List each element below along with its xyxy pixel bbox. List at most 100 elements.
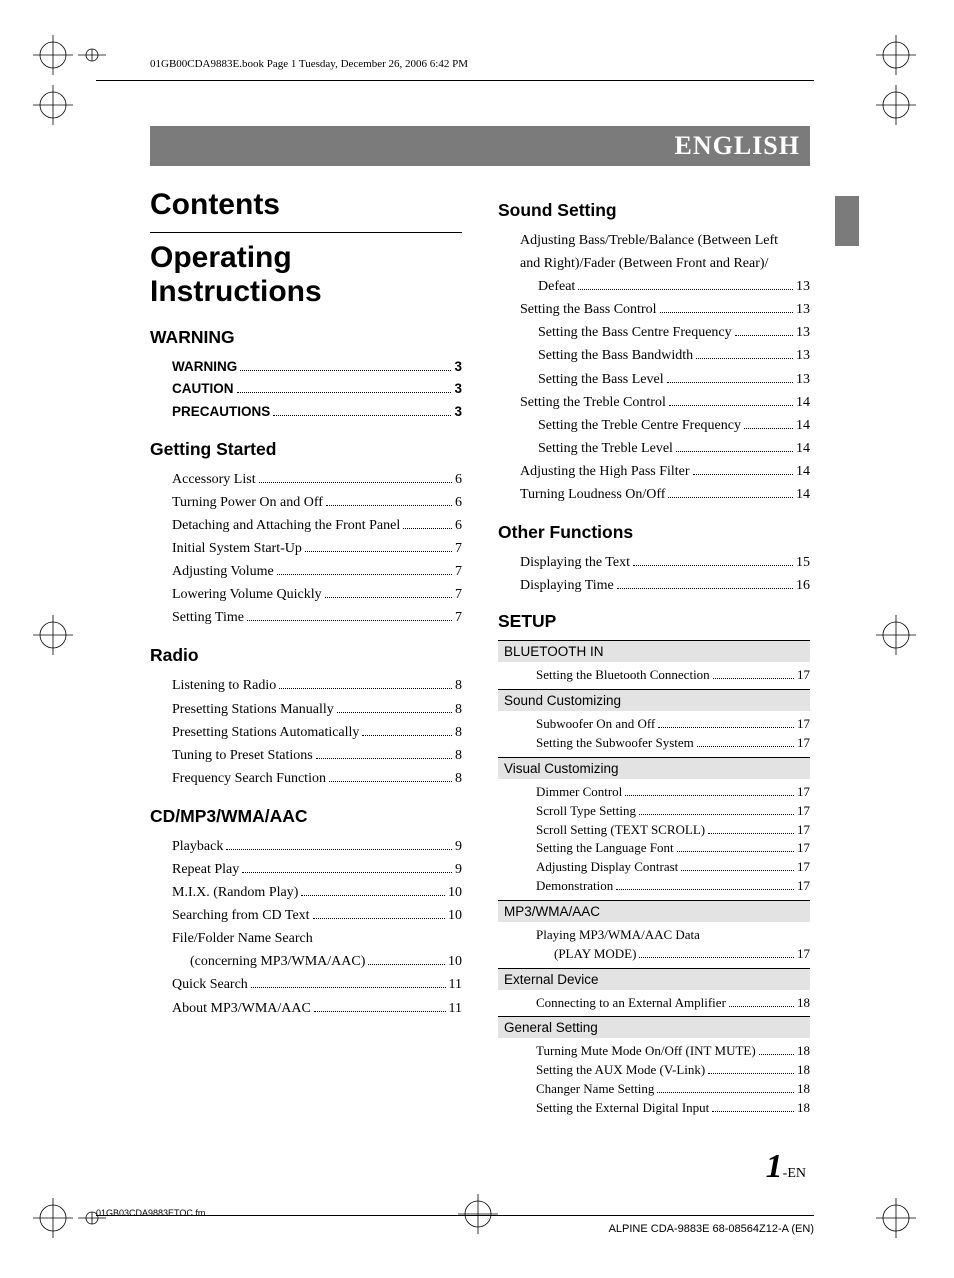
toc-page: 14 — [796, 483, 810, 506]
toc-page: 17 — [797, 715, 810, 734]
toc-page: 16 — [796, 574, 810, 597]
toc-text: About MP3/WMA/AAC — [172, 997, 311, 1020]
toc-text: Setting the Bluetooth Connection — [536, 666, 710, 685]
toc-page: 14 — [796, 414, 810, 437]
toc-page: 10 — [448, 904, 462, 927]
setup-subsection-body: Setting the Bluetooth Connection17 — [536, 666, 810, 685]
toc-leader — [242, 864, 452, 873]
toc-text: and Right)/Fader (Between Front and Rear… — [520, 252, 768, 275]
crop-mark-lm — [28, 610, 88, 670]
contents-rule — [150, 232, 462, 233]
toc-page: 14 — [796, 460, 810, 483]
toc-leader — [681, 863, 794, 871]
toc-page: 18 — [797, 1042, 810, 1061]
setup-subsection-bar: Sound Customizing — [498, 689, 810, 711]
toc-text: Displaying the Text — [520, 551, 630, 574]
toc-row: (PLAY MODE)17 — [554, 945, 810, 964]
toc-text: Listening to Radio — [172, 674, 276, 697]
toc-row: Changer Name Setting 18 — [536, 1080, 810, 1099]
toc-text: M.I.X. (Random Play) — [172, 881, 298, 904]
setup-subsection-bar: External Device — [498, 968, 810, 990]
toc-leader — [693, 466, 793, 475]
toc-leader — [301, 887, 445, 896]
toc-page: 17 — [797, 783, 810, 802]
toc-row: M.I.X. (Random Play)10 — [172, 881, 462, 904]
toc-row: (concerning MP3/WMA/AAC)10 — [190, 950, 462, 973]
toc-row: Listening to Radio8 — [172, 674, 462, 697]
section-heading: CD/MP3/WMA/AAC — [150, 806, 462, 827]
setup-subsection-bar: General Setting — [498, 1016, 810, 1038]
toc-leader — [305, 543, 452, 552]
toc-text: Adjusting the High Pass Filter — [520, 460, 690, 483]
toc-text: Setting Time — [172, 606, 244, 629]
toc-page: 13 — [796, 344, 810, 367]
section-heading: Radio — [150, 645, 462, 666]
toc-text: Detaching and Attaching the Front Panel — [172, 514, 400, 537]
setup-subsection-body: Connecting to an External Amplifier18 — [536, 994, 810, 1013]
operating-heading: Operating Instructions — [150, 241, 462, 309]
toc-leader — [403, 520, 452, 529]
toc-page: 11 — [449, 973, 462, 996]
toc-page: 8 — [455, 767, 462, 790]
toc-row: Setting the Bluetooth Connection17 — [536, 666, 810, 685]
toc-text: Adjusting Display Contrast — [536, 858, 678, 877]
language-bar: ENGLISH — [150, 126, 810, 166]
toc-row: Setting Time7 — [172, 606, 462, 629]
toc-row: Adjusting Volume7 — [172, 560, 462, 583]
toc-leader — [697, 739, 794, 747]
toc-row: Repeat Play9 — [172, 858, 462, 881]
toc-leader — [226, 841, 452, 850]
toc-row: Adjusting the High Pass Filter 14 — [520, 460, 810, 483]
toc-row: Adjusting Bass/Treble/Balance (Between L… — [520, 229, 810, 252]
toc-text: PRECAUTIONS — [172, 401, 270, 423]
toc-page: 18 — [797, 1080, 810, 1099]
toc-row: Initial System Start-Up7 — [172, 537, 462, 560]
setup-subsection-body: Turning Mute Mode On/Off (INT MUTE)18Set… — [536, 1042, 810, 1117]
toc-text: (concerning MP3/WMA/AAC) — [190, 950, 365, 973]
crop-mark-rm — [866, 610, 926, 670]
toc-text: Playing MP3/WMA/AAC Data — [536, 926, 700, 945]
setup-subsection-bar: Visual Customizing — [498, 757, 810, 779]
toc-leader — [251, 979, 446, 988]
toc-leader — [273, 406, 451, 415]
toc-leader — [660, 304, 794, 313]
toc-text: Changer Name Setting — [536, 1080, 654, 1099]
toc-row: Turning Power On and Off6 — [172, 491, 462, 514]
toc-page: 6 — [455, 468, 462, 491]
toc-text: Turning Power On and Off — [172, 491, 323, 514]
setup-heading: SETUP — [498, 611, 810, 632]
section-heading: Getting Started — [150, 439, 462, 460]
crop-mark-r2 — [866, 80, 926, 140]
toc-text: Playback — [172, 835, 223, 858]
toc-row: Setting the Bass Control13 — [520, 298, 810, 321]
toc-text: Lowering Volume Quickly — [172, 583, 322, 606]
toc-text: Frequency Search Function — [172, 767, 326, 790]
toc-row: WARNING3 — [172, 356, 462, 378]
toc-text: Connecting to an External Amplifier — [536, 994, 726, 1013]
page-number-suffix: -EN — [783, 1166, 806, 1181]
toc-page: 18 — [797, 1061, 810, 1080]
toc-page: 6 — [455, 514, 462, 537]
toc-row: Setting the Language Font17 — [536, 839, 810, 858]
section-heading: Sound Setting — [498, 200, 810, 221]
toc-leader — [616, 882, 794, 890]
toc-page: 8 — [455, 721, 462, 744]
toc-row: Presetting Stations Manually8 — [172, 698, 462, 721]
toc-row: File/Folder Name Search — [172, 927, 462, 950]
toc-row: Adjusting Display Contrast17 — [536, 858, 810, 877]
toc-text: Turning Loudness On/Off — [520, 483, 665, 506]
toc-page: 17 — [797, 945, 810, 964]
toc-leader — [696, 350, 793, 359]
toc-text: Setting the Bass Centre Frequency — [538, 321, 732, 344]
toc-leader — [713, 671, 794, 679]
toc-row: Detaching and Attaching the Front Panel 6 — [172, 514, 462, 537]
toc-text: CAUTION — [172, 378, 234, 400]
toc-text: Quick Search — [172, 973, 248, 996]
toc-text: Repeat Play — [172, 858, 239, 881]
toc-block: Displaying the Text15Displaying Time16 — [520, 551, 810, 597]
toc-leader — [729, 998, 794, 1006]
toc-page: 7 — [455, 537, 462, 560]
toc-text: Setting the Bass Level — [538, 368, 664, 391]
footer-model: ALPINE CDA-9883E 68-08564Z12-A (EN) — [609, 1223, 814, 1235]
toc-leader — [240, 362, 451, 371]
